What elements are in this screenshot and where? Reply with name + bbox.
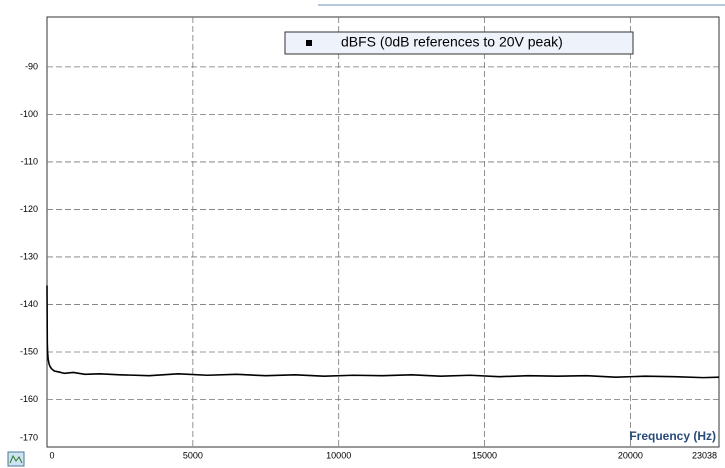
y-tick-label: -140 [20,299,38,309]
y-tick-label: -170 [20,432,38,442]
y-tick-label: -120 [20,204,38,214]
y-tick-label: -160 [20,394,38,404]
y-tick-label: -150 [20,346,38,356]
x-tick-label: 15000 [472,450,497,460]
data-line [46,285,720,379]
y-tick-label: -130 [20,251,38,261]
x-axis-label: Frequency (Hz) [629,429,716,443]
legend-text: dBFS (0dB references to 20V peak) [341,34,563,50]
plot-area [46,16,720,448]
icon[interactable] [7,451,25,467]
y-tick-label: -110 [21,156,38,166]
y-tick-label: -90 [25,61,38,71]
x-tick-label: 5000 [183,450,203,460]
x-tick-label: 20000 [618,450,643,460]
y-tick-label: -100 [20,109,38,119]
icon-glyph [9,454,23,464]
x-tick-label: 10000 [326,450,351,460]
legend-box [284,31,634,55]
x-tick-label: 23038 [692,450,717,460]
x-tick-label: 0 [49,450,54,460]
legend-swatch [306,40,312,46]
